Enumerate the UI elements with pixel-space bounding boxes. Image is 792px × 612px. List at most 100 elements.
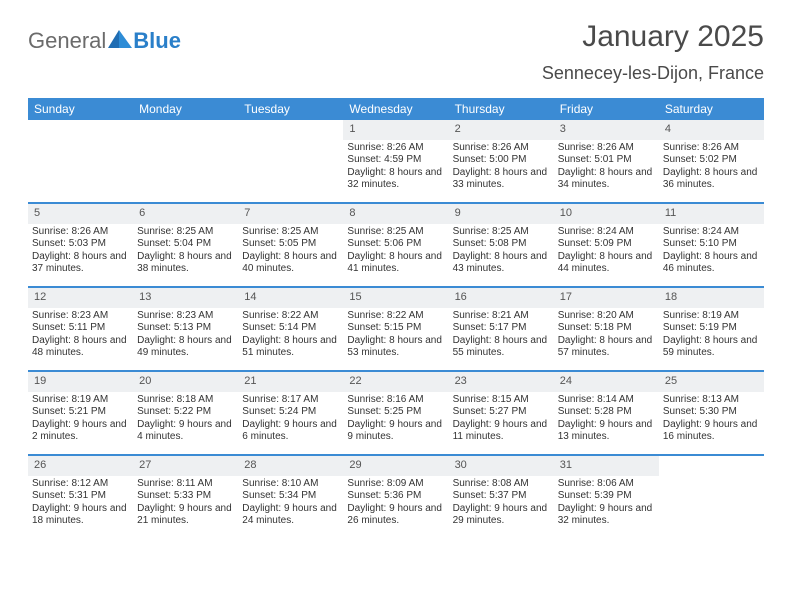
day-number: 27: [133, 456, 238, 476]
day-cell: 19Sunrise: 8:19 AMSunset: 5:21 PMDayligh…: [28, 372, 133, 454]
day-cell: 12Sunrise: 8:23 AMSunset: 5:11 PMDayligh…: [28, 288, 133, 370]
day-content: Sunrise: 8:26 AMSunset: 5:00 PMDaylight:…: [449, 140, 554, 196]
sunrise-text: Sunrise: 8:19 AM: [663, 310, 760, 323]
sunset-text: Sunset: 5:08 PM: [453, 238, 550, 251]
day-cell: 23Sunrise: 8:15 AMSunset: 5:27 PMDayligh…: [449, 372, 554, 454]
daylight-text: Daylight: 9 hours and 21 minutes.: [137, 503, 234, 528]
daylight-text: Daylight: 8 hours and 34 minutes.: [558, 167, 655, 192]
daylight-text: Daylight: 9 hours and 4 minutes.: [137, 419, 234, 444]
daylight-text: Daylight: 8 hours and 32 minutes.: [347, 167, 444, 192]
sunset-text: Sunset: 5:28 PM: [558, 406, 655, 419]
daylight-text: Daylight: 8 hours and 51 minutes.: [242, 335, 339, 360]
sunrise-text: Sunrise: 8:26 AM: [558, 142, 655, 155]
sunrise-text: Sunrise: 8:06 AM: [558, 478, 655, 491]
daylight-text: Daylight: 9 hours and 16 minutes.: [663, 419, 760, 444]
day-number: 24: [554, 372, 659, 392]
day-cell: 18Sunrise: 8:19 AMSunset: 5:19 PMDayligh…: [659, 288, 764, 370]
daylight-text: Daylight: 8 hours and 55 minutes.: [453, 335, 550, 360]
sunrise-text: Sunrise: 8:25 AM: [347, 226, 444, 239]
sunrise-text: Sunrise: 8:13 AM: [663, 394, 760, 407]
sunrise-text: Sunrise: 8:26 AM: [347, 142, 444, 155]
sunrise-text: Sunrise: 8:18 AM: [137, 394, 234, 407]
day-cell: 30Sunrise: 8:08 AMSunset: 5:37 PMDayligh…: [449, 456, 554, 538]
brand-logo: General Blue: [28, 26, 181, 54]
daylight-text: Daylight: 9 hours and 24 minutes.: [242, 503, 339, 528]
sunrise-text: Sunrise: 8:26 AM: [453, 142, 550, 155]
daylight-text: Daylight: 9 hours and 18 minutes.: [32, 503, 129, 528]
sunrise-text: Sunrise: 8:09 AM: [347, 478, 444, 491]
sunrise-text: Sunrise: 8:26 AM: [663, 142, 760, 155]
calendar-page: General Blue January 2025 Sennecey-les-D…: [0, 0, 792, 612]
day-number: 16: [449, 288, 554, 308]
day-content: Sunrise: 8:23 AMSunset: 5:13 PMDaylight:…: [133, 308, 238, 364]
day-content: Sunrise: 8:26 AMSunset: 4:59 PMDaylight:…: [343, 140, 448, 196]
week-row: 5Sunrise: 8:26 AMSunset: 5:03 PMDaylight…: [28, 204, 764, 288]
sunset-text: Sunset: 5:05 PM: [242, 238, 339, 251]
day-content: Sunrise: 8:24 AMSunset: 5:09 PMDaylight:…: [554, 224, 659, 280]
day-content: Sunrise: 8:10 AMSunset: 5:34 PMDaylight:…: [238, 476, 343, 532]
sunset-text: Sunset: 5:33 PM: [137, 490, 234, 503]
sunset-text: Sunset: 5:11 PM: [32, 322, 129, 335]
sunrise-text: Sunrise: 8:16 AM: [347, 394, 444, 407]
sunset-text: Sunset: 5:21 PM: [32, 406, 129, 419]
day-number: 19: [28, 372, 133, 392]
day-content: Sunrise: 8:25 AMSunset: 5:06 PMDaylight:…: [343, 224, 448, 280]
day-cell: 11Sunrise: 8:24 AMSunset: 5:10 PMDayligh…: [659, 204, 764, 286]
day-content: Sunrise: 8:22 AMSunset: 5:14 PMDaylight:…: [238, 308, 343, 364]
day-number: 1: [343, 120, 448, 140]
brand-word-2: Blue: [133, 28, 181, 54]
sunrise-text: Sunrise: 8:24 AM: [663, 226, 760, 239]
sunset-text: Sunset: 5:10 PM: [663, 238, 760, 251]
sunset-text: Sunset: 5:01 PM: [558, 154, 655, 167]
day-content: Sunrise: 8:14 AMSunset: 5:28 PMDaylight:…: [554, 392, 659, 448]
page-title: January 2025: [582, 20, 764, 54]
location-subtitle: Sennecey-les-Dijon, France: [542, 63, 764, 84]
sunset-text: Sunset: 5:14 PM: [242, 322, 339, 335]
day-number: 23: [449, 372, 554, 392]
daylight-text: Daylight: 9 hours and 29 minutes.: [453, 503, 550, 528]
daylight-text: Daylight: 9 hours and 6 minutes.: [242, 419, 339, 444]
sunrise-text: Sunrise: 8:11 AM: [137, 478, 234, 491]
day-cell: 15Sunrise: 8:22 AMSunset: 5:15 PMDayligh…: [343, 288, 448, 370]
day-content: Sunrise: 8:09 AMSunset: 5:36 PMDaylight:…: [343, 476, 448, 532]
daylight-text: Daylight: 8 hours and 41 minutes.: [347, 251, 444, 276]
weekday-label: Wednesday: [343, 102, 448, 116]
weekday-label: Thursday: [449, 102, 554, 116]
day-content: Sunrise: 8:19 AMSunset: 5:21 PMDaylight:…: [28, 392, 133, 448]
day-cell: 3 Sunrise: 8:26 AMSunset: 5:01 PMDaylight…: [554, 120, 659, 202]
day-cell: [28, 120, 133, 202]
sunset-text: Sunset: 4:59 PM: [347, 154, 444, 167]
sunset-text: Sunset: 5:04 PM: [137, 238, 234, 251]
sunset-text: Sunset: 5:13 PM: [137, 322, 234, 335]
sunrise-text: Sunrise: 8:10 AM: [242, 478, 339, 491]
sunset-text: Sunset: 5:06 PM: [347, 238, 444, 251]
week-row: 26Sunrise: 8:12 AMSunset: 5:31 PMDayligh…: [28, 456, 764, 538]
sunrise-text: Sunrise: 8:23 AM: [137, 310, 234, 323]
daylight-text: Daylight: 8 hours and 36 minutes.: [663, 167, 760, 192]
day-number: 3: [554, 120, 659, 140]
day-content: Sunrise: 8:25 AMSunset: 5:04 PMDaylight:…: [133, 224, 238, 280]
day-cell: 13Sunrise: 8:23 AMSunset: 5:13 PMDayligh…: [133, 288, 238, 370]
brand-mark-icon: [108, 26, 132, 48]
sunset-text: Sunset: 5:03 PM: [32, 238, 129, 251]
daylight-text: Daylight: 9 hours and 32 minutes.: [558, 503, 655, 528]
daylight-text: Daylight: 8 hours and 49 minutes.: [137, 335, 234, 360]
day-number: 10: [554, 204, 659, 224]
day-number: 25: [659, 372, 764, 392]
day-number: 9: [449, 204, 554, 224]
sunset-text: Sunset: 5:18 PM: [558, 322, 655, 335]
brand-word-1: General: [28, 28, 106, 54]
day-number: 21: [238, 372, 343, 392]
sunrise-text: Sunrise: 8:25 AM: [242, 226, 339, 239]
day-cell: 17Sunrise: 8:20 AMSunset: 5:18 PMDayligh…: [554, 288, 659, 370]
daylight-text: Daylight: 8 hours and 48 minutes.: [32, 335, 129, 360]
sunrise-text: Sunrise: 8:22 AM: [347, 310, 444, 323]
sunset-text: Sunset: 5:30 PM: [663, 406, 760, 419]
day-content: Sunrise: 8:20 AMSunset: 5:18 PMDaylight:…: [554, 308, 659, 364]
sunset-text: Sunset: 5:15 PM: [347, 322, 444, 335]
week-row: 1Sunrise: 8:26 AMSunset: 4:59 PMDaylight…: [28, 120, 764, 204]
day-cell: 20Sunrise: 8:18 AMSunset: 5:22 PMDayligh…: [133, 372, 238, 454]
daylight-text: Daylight: 8 hours and 46 minutes.: [663, 251, 760, 276]
day-content: Sunrise: 8:26 AMSunset: 5:03 PMDaylight:…: [28, 224, 133, 280]
day-content: Sunrise: 8:21 AMSunset: 5:17 PMDaylight:…: [449, 308, 554, 364]
